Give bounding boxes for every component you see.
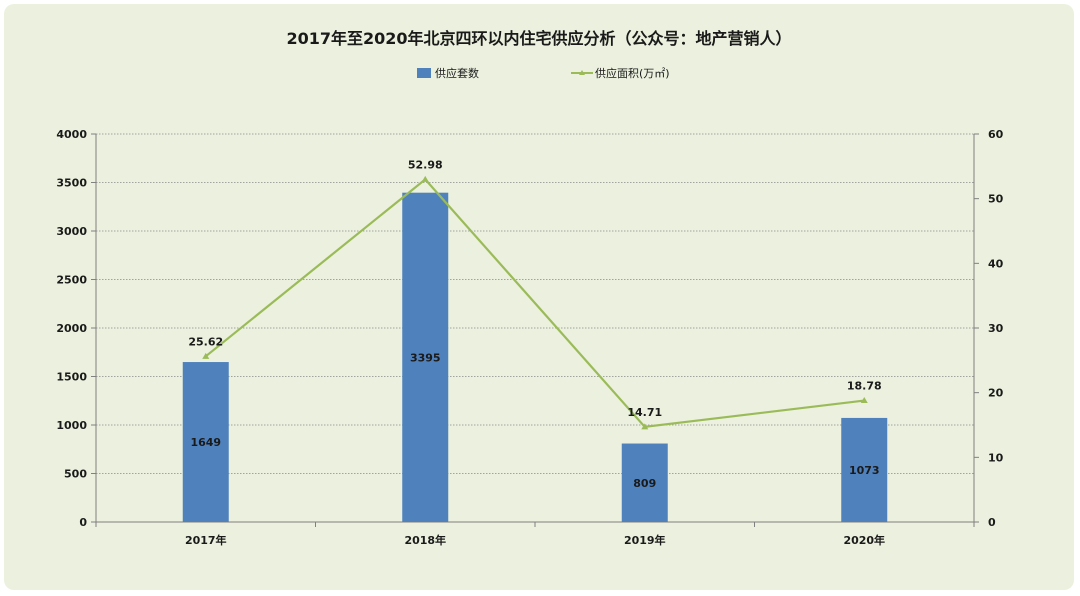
bar-value-label: 809 <box>633 477 656 490</box>
chart-title: 2017年至2020年北京四环以内住宅供应分析（公众号：地产营销人） <box>286 29 791 48</box>
line-value-label: 14.71 <box>627 406 662 419</box>
right-tick-label: 20 <box>988 387 1004 400</box>
bar <box>402 192 449 522</box>
left-tick-label: 0 <box>79 516 87 529</box>
legend: 供应套数 供应面积(万㎡) <box>417 66 670 80</box>
bar-value-label: 1649 <box>190 436 221 449</box>
left-tick-label: 2500 <box>56 274 87 287</box>
area-line-series: 25.62 52.98 14.71 18.78 <box>188 158 882 430</box>
x-tick-label: 2017年 <box>185 533 227 547</box>
right-tick-label: 0 <box>988 516 996 529</box>
x-axis-ticks: 2017年 2018年 2019年 2020年 <box>95 522 975 547</box>
chart-svg: 2017年至2020年北京四环以内住宅供应分析（公众号：地产营销人） 供应套数 … <box>56 29 1004 547</box>
left-axis-ticks: 0 500 1000 1500 2000 2500 3000 3500 4000 <box>56 128 96 529</box>
line-value-label: 18.78 <box>847 380 882 393</box>
left-tick-label: 3000 <box>56 225 87 238</box>
left-tick-label: 4000 <box>56 128 87 141</box>
right-axis-ticks: 0 10 20 30 40 50 60 <box>974 128 1004 529</box>
legend-bar-swatch <box>417 68 431 78</box>
bar <box>182 362 229 522</box>
x-tick-label: 2019年 <box>624 533 666 547</box>
right-tick-label: 40 <box>988 257 1004 270</box>
bars: 1649 3395 809 1073 <box>182 192 888 522</box>
left-tick-label: 500 <box>64 468 87 481</box>
right-tick-label: 50 <box>988 193 1004 206</box>
line-point-marker <box>421 175 429 182</box>
legend-line-label: 供应面积(万㎡) <box>595 66 670 80</box>
left-tick-label: 2000 <box>56 322 87 335</box>
line-point-marker <box>860 397 868 404</box>
left-tick-label: 1000 <box>56 419 87 432</box>
bar <box>841 417 888 522</box>
line-point-marker <box>641 423 649 430</box>
line-value-label: 52.98 <box>408 158 443 171</box>
left-tick-label: 1500 <box>56 371 87 384</box>
x-tick-label: 2020年 <box>843 533 885 547</box>
left-tick-label: 3500 <box>56 177 87 190</box>
x-tick-label: 2018年 <box>404 533 446 547</box>
bar-value-label: 1073 <box>849 464 880 477</box>
right-tick-label: 60 <box>988 128 1004 141</box>
bar <box>621 443 668 522</box>
line-point-marker <box>202 352 210 359</box>
line-value-label: 25.62 <box>188 335 223 348</box>
legend-bar-label: 供应套数 <box>435 66 479 80</box>
right-tick-label: 30 <box>988 322 1004 335</box>
area-line <box>205 177 865 429</box>
bar-value-label: 3395 <box>410 351 441 364</box>
right-tick-label: 10 <box>988 451 1004 464</box>
gridlines <box>96 133 974 474</box>
legend-line-marker <box>579 70 585 75</box>
chart-frame: 2017年至2020年北京四环以内住宅供应分析（公众号：地产营销人） 供应套数 … <box>4 4 1074 590</box>
